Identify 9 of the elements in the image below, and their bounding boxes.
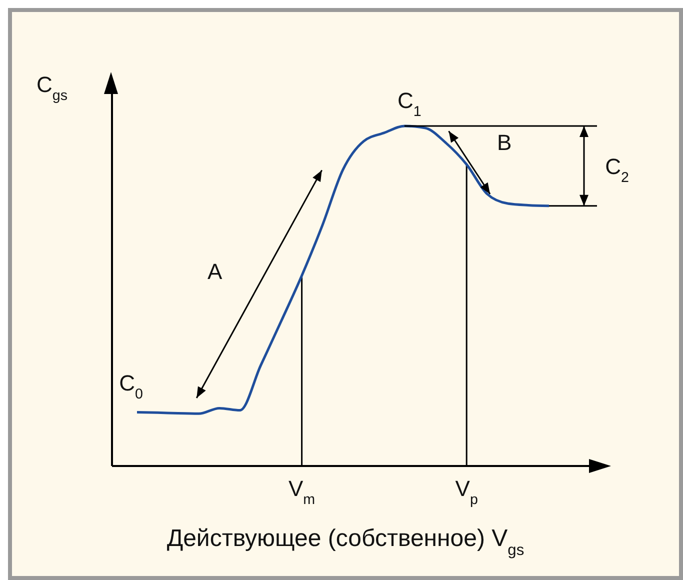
x-tick-label: V$_{m}$ <box>288 476 316 508</box>
y-axis-title: C$_{gs}$ <box>36 72 68 104</box>
text: C$_{2}$ <box>605 154 629 186</box>
text: C$_{1}$ <box>398 88 422 120</box>
annotation: C$_{0}$ <box>119 370 143 402</box>
x-tick-label: V$_{p}$ <box>455 476 478 508</box>
annotation: A <box>208 259 223 284</box>
x-axis-title: Действующее (собственное) V$_{gs}$ <box>166 525 524 558</box>
annotation: B <box>497 130 512 155</box>
